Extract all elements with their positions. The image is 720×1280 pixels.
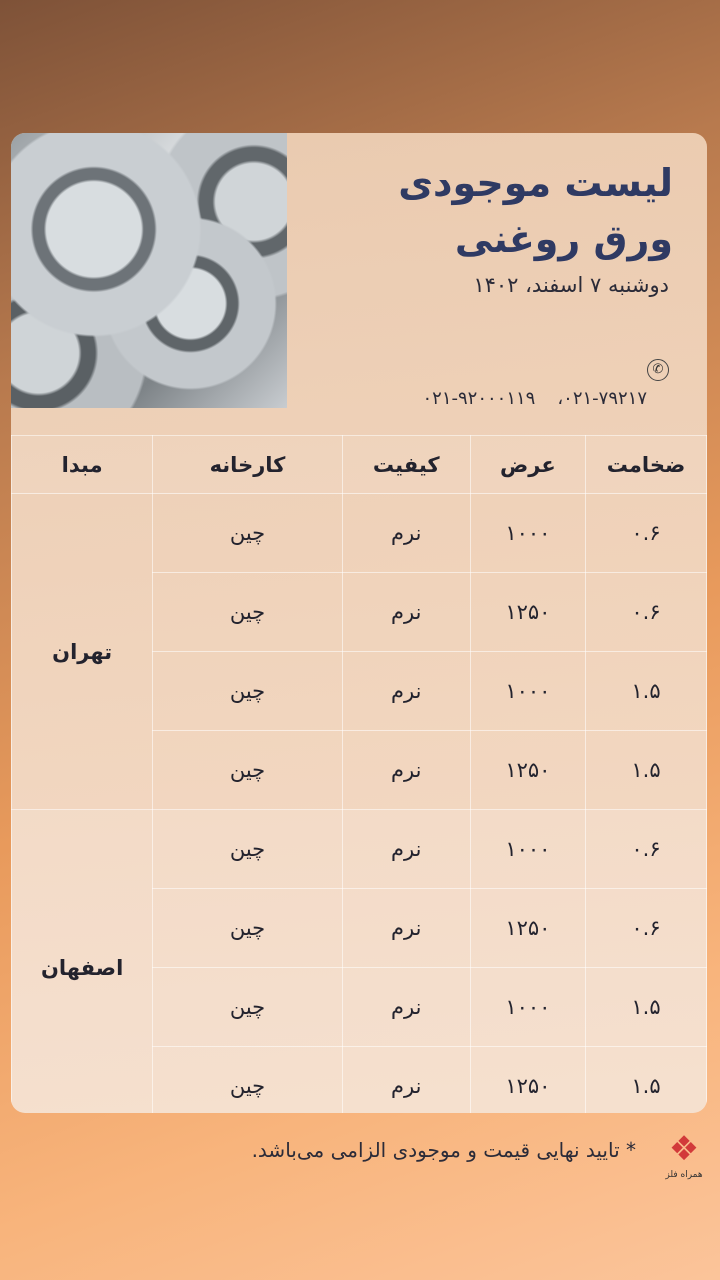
logo-text: همراه فلز [665,1170,703,1180]
table-cell: نرم [341,888,471,968]
table-cell: چین [152,809,343,889]
table-cell: ۱۰۰۰ [469,493,586,573]
table-cell: ۰.۶ [584,572,707,652]
table-cell: نرم [341,730,471,810]
table-cell: ۱۲۵۰ [469,572,586,652]
table-cell: ۱۰۰۰ [469,967,586,1047]
table-cell: ۱.۵ [584,967,707,1047]
table-cell: نرم [341,967,471,1047]
table-cell: چین [152,572,343,652]
page-title: لیست موجودی ورق روغنی [398,155,673,267]
table-cell: نرم [341,572,471,652]
date: دوشنبه ۷ اسفند، ۱۴۰۲ [473,273,669,297]
table-row: ۰.۶ ۱۰۰۰ نرم چین تهران [11,493,707,810]
table-cell: ۰.۶ [584,888,707,968]
phone-number[interactable]: ۰۲۱-۷۹۲۱۷ [563,388,647,409]
disclaimer-note: * تایید نهایی قیمت و موجودی الزامی می‌با… [251,1138,636,1162]
table-cell: چین [152,651,343,731]
table-cell: چین [152,730,343,810]
table-cell: ۱.۵ [584,1046,707,1113]
phone-numbers: ۰۲۱-۹۲۰۰۰۱۱۹ ،۰۲۱-۷۹۲۱۷ [401,388,670,409]
table-cell: نرم [341,493,471,573]
origin-cell: تهران [11,493,154,810]
title-line-2: ورق روغنی [454,217,673,261]
table-cell: ۰.۶ [584,809,707,889]
column-header: ضخامت [584,435,707,494]
inventory-table: ضخامت عرض کیفیت کارخانه مبدا ۰.۶ ۱۰۰۰ نرم چین ته… [11,435,707,1113]
table-cell: ۱.۵ [584,730,707,810]
separator: ، [557,388,564,409]
table-cell: ۰.۶ [584,493,707,573]
table-cell: نرم [341,651,471,731]
table-cell: چین [152,1046,343,1113]
column-header: کارخانه [152,435,343,494]
table-cell: چین [152,493,343,573]
table-cell: چین [152,967,343,1047]
origin-cell: اصفهان [11,809,154,1113]
table-row: ۱.۵ ۱۲۵۰ نرم چین [12,1046,707,1113]
phone-icon: ✆ [647,359,669,381]
phone-number[interactable]: ۰۲۱-۹۲۰۰۰۱۱۹ [422,388,536,409]
column-header: عرض [469,435,586,494]
table-cell: ۱.۵ [584,651,707,731]
steel-coils-image [11,133,287,408]
table-cell: ۱۰۰۰ [469,809,586,889]
logo-icon: ❖ [668,1129,700,1169]
table-cell: ۱۲۵۰ [469,1046,586,1113]
table-cell: چین [152,888,343,968]
table-cell: نرم [341,1046,471,1113]
title-line-1: لیست موجودی [398,161,673,205]
column-header: کیفیت [341,435,471,494]
table-row: ۰.۶ ۱۲۵۰ نرم چین [12,572,707,652]
table-cell: ۱۰۰۰ [469,651,586,731]
table-row: ۰.۶ ۱۰۰۰ نرم چین اصفهان [11,809,707,1113]
column-header: مبدا [11,435,154,494]
table-cell: ۱۲۵۰ [469,730,586,810]
table-cell: ۱۲۵۰ [469,888,586,968]
table-row: ۱.۵ ۱۰۰۰ نرم چین [12,967,707,1047]
brand-logo: ❖ همراه فلز [662,1128,706,1190]
inventory-card: لیست موجودی ورق روغنی دوشنبه ۷ اسفند، ۱۴… [11,133,707,1113]
table-cell: نرم [341,809,471,889]
